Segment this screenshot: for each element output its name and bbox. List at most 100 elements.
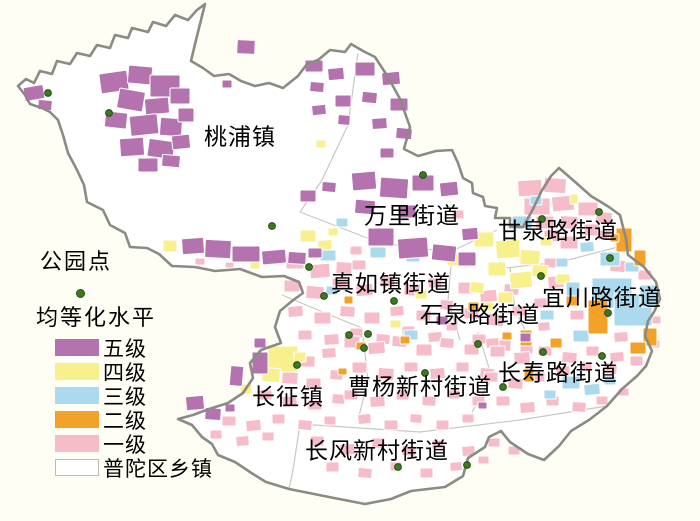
park-service-patch-level1: [357, 413, 372, 425]
park-service-patch-level5: [169, 87, 191, 105]
park-service-patch-level2: [609, 233, 620, 243]
park-service-patch-level1: [409, 413, 423, 424]
park-service-patch-level1: [305, 377, 322, 390]
park-service-patch-level1: [415, 309, 432, 322]
park-service-patch-level3: [603, 375, 617, 386]
park-service-patch-level5: [311, 103, 327, 117]
park-service-patch-level5: [397, 204, 417, 219]
park-service-patch-level3: [543, 389, 557, 400]
level2-label: 二级: [103, 408, 147, 433]
park-service-patch-level4: [497, 291, 514, 304]
park-point: [539, 348, 547, 356]
park-service-patch-level1: [455, 361, 470, 373]
park-service-patch-level5: [438, 180, 460, 198]
level4-swatch: [55, 363, 99, 380]
park-service-patch-level5: [137, 157, 159, 173]
region-label: 桃浦镇: [204, 125, 276, 150]
park-service-patch-level1: [261, 431, 275, 442]
park-point: [595, 208, 603, 216]
park-service-patch-level5: [327, 66, 345, 82]
park-service-patch-level4: [555, 273, 571, 285]
park-service-patch-level2: [587, 299, 609, 335]
park-service-patch-level1: [487, 437, 501, 448]
park-service-patch-level4: [508, 270, 534, 290]
park-point-icon: [76, 289, 85, 298]
park-service-patch-level3: [539, 309, 555, 321]
district-boundary-label: 普陀区乡镇: [103, 456, 213, 481]
park-service-patch-level1: [209, 429, 223, 440]
level3-swatch: [55, 387, 99, 404]
legend-row-level2: 二级: [55, 409, 213, 433]
park-service-patch-level1: [451, 209, 465, 220]
park-service-patch-level1: [595, 395, 609, 406]
park-service-patch-level1: [559, 235, 579, 250]
park-service-patch-level1: [401, 445, 417, 457]
park-service-patch-level1: [281, 371, 299, 385]
region-label: 长风新村街道: [305, 439, 449, 464]
park-point: [105, 109, 113, 117]
park-point: [463, 461, 471, 469]
park-service-patch-level2: [467, 301, 480, 312]
park-service-patch-level1: [309, 435, 325, 447]
park-point: [364, 330, 372, 338]
region-label: 长征镇: [252, 385, 324, 410]
park-service-patch-level1: [511, 305, 527, 317]
park-service-patch-level5: [161, 153, 181, 169]
park-service-patch-level1: [613, 331, 629, 343]
region-label: 长寿路街道: [498, 361, 618, 386]
park-service-patch-level1: [355, 283, 374, 297]
park-point: [44, 89, 52, 97]
legend: 公园点 均等化水平 五级 四级 三级 二级 一级: [36, 249, 226, 481]
park-point: [606, 254, 614, 262]
park-service-patch-level1: [415, 343, 433, 357]
park-point: [537, 272, 545, 280]
park-service-patch-level1: [571, 401, 587, 413]
park-service-patch-level1: [351, 361, 368, 374]
subdistrict-border-line: [299, 405, 608, 433]
park-point: [421, 369, 429, 377]
park-service-patch-level2: [629, 341, 647, 355]
park-service-patch-level1: [313, 311, 332, 325]
park-service-patch-level3: [579, 241, 595, 253]
park-service-patch-level1: [513, 351, 531, 365]
park-service-patch-level5: [334, 94, 352, 108]
park-service-patch-level1: [367, 340, 386, 356]
park-service-patch-level1: [603, 363, 618, 375]
park-service-patch-level1: [561, 351, 578, 364]
park-service-patch-level1: [221, 415, 237, 427]
park-service-patch-level5: [228, 365, 245, 387]
park-service-patch-level4: [315, 139, 327, 149]
park-service-patch-level5: [128, 113, 160, 137]
park-point: [604, 309, 612, 317]
park-service-patch-level1: [339, 305, 356, 318]
park-service-patch-level4: [487, 261, 507, 277]
park-service-patch-level1: [309, 262, 331, 280]
park-service-patch-level3: [583, 382, 601, 397]
park-service-patch-level1: [431, 439, 445, 450]
park-point: [394, 463, 402, 471]
park-service-patch-level1: [194, 257, 206, 266]
park-point: [390, 297, 398, 305]
park-service-patch-level1: [439, 337, 455, 349]
region-label: 真如镇街道: [331, 272, 451, 297]
level1-swatch: [55, 435, 99, 452]
park-service-patch-level1: [321, 347, 337, 359]
park-service-patch-level5: [307, 247, 323, 259]
park-service-patch-level4: [569, 193, 579, 205]
district-outer-boundary: [16, 2, 662, 506]
park-service-patch-level1: [487, 312, 505, 328]
park-service-patch-level1: [369, 395, 386, 408]
park-service-patch-level5: [224, 403, 236, 413]
park-service-patch-level1: [461, 413, 475, 424]
park-service-patch-level1: [383, 419, 399, 431]
park-service-patch-level1: [629, 355, 644, 367]
legend-row-district-boundary: 普陀区乡镇: [55, 457, 213, 481]
park-service-patch-level2: [549, 337, 563, 349]
park-service-patch-level1: [363, 311, 381, 325]
park-service-patch-level1: [271, 413, 286, 425]
park-service-patch-level5: [251, 351, 269, 375]
park-service-patch-level5: [354, 61, 376, 77]
park-service-patch-level1: [351, 259, 367, 271]
park-point-label: 公园点: [40, 249, 113, 274]
